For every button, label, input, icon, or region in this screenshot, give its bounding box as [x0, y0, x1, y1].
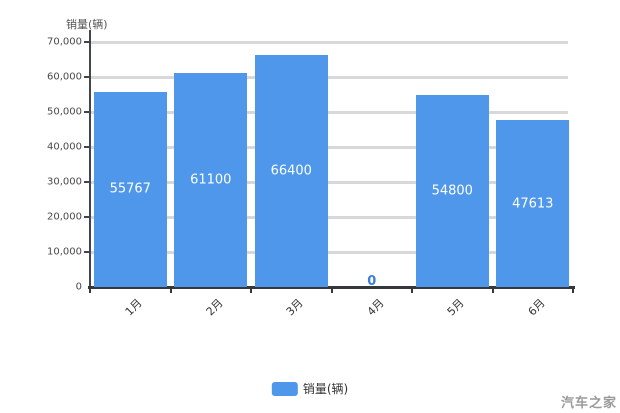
x-tick-label: 2月 — [203, 296, 226, 319]
gridline — [90, 41, 568, 44]
y-tick-label: 40,000 — [47, 141, 82, 153]
y-axis-tick — [84, 111, 89, 113]
bar-value-label: 61100 — [190, 172, 232, 188]
y-tick-label: 30,000 — [47, 176, 82, 188]
y-axis-tick — [84, 41, 89, 43]
y-axis-tick — [84, 146, 89, 148]
x-tick-label: 5月 — [444, 296, 467, 319]
legend-item[interactable]: 销量(辆) — [271, 380, 349, 397]
legend-label: 销量(辆) — [302, 382, 349, 396]
x-axis-tick — [330, 288, 333, 293]
x-tick-label: 1月 — [122, 296, 145, 319]
y-axis-tick — [84, 76, 89, 78]
y-axis-unit-label: 销量(辆) — [66, 18, 108, 31]
bar[interactable]: 66400 — [254, 54, 328, 287]
y-tick-label: 50,000 — [47, 106, 82, 118]
x-axis-tick — [411, 288, 413, 293]
y-tick-label: 60,000 — [47, 71, 82, 83]
bar[interactable]: 54800 — [415, 95, 489, 287]
x-axis-tick — [572, 288, 574, 293]
bar[interactable]: 61100 — [174, 73, 248, 287]
bar-value-label: 66400 — [270, 163, 312, 179]
gridline — [90, 216, 568, 219]
bar-value-label: 55767 — [109, 181, 151, 197]
bar[interactable]: 55767 — [93, 91, 167, 287]
y-axis-tick — [84, 181, 89, 183]
x-tick-label: 4月 — [364, 296, 387, 319]
x-axis-tick — [250, 288, 252, 293]
bar-value-label: 54800 — [431, 183, 473, 199]
x-axis-line — [88, 286, 575, 289]
y-tick-label: 70,000 — [47, 36, 82, 48]
gridline — [90, 181, 568, 184]
x-axis-tick — [169, 288, 172, 293]
x-tick-label: 3月 — [283, 296, 306, 319]
x-tick-label: 6月 — [525, 296, 548, 319]
gridline — [90, 146, 568, 149]
x-axis-tick — [89, 288, 91, 293]
autohome-watermark: 汽车之家 — [560, 396, 617, 411]
gridline — [90, 111, 568, 114]
y-tick-label: 0 — [75, 281, 82, 293]
bar-value-label: 47613 — [512, 196, 554, 212]
gridline — [90, 251, 568, 254]
y-axis-tick — [84, 216, 89, 218]
x-axis-tick — [491, 288, 494, 293]
legend-swatch — [271, 381, 298, 396]
y-axis-tick — [84, 251, 89, 253]
zero-value-label: 0 — [367, 274, 377, 289]
gridline — [90, 76, 568, 79]
y-tick-label: 10,000 — [47, 246, 82, 258]
y-axis-line — [89, 30, 91, 289]
bar[interactable]: 47613 — [496, 120, 570, 287]
y-tick-label: 20,000 — [47, 211, 82, 223]
